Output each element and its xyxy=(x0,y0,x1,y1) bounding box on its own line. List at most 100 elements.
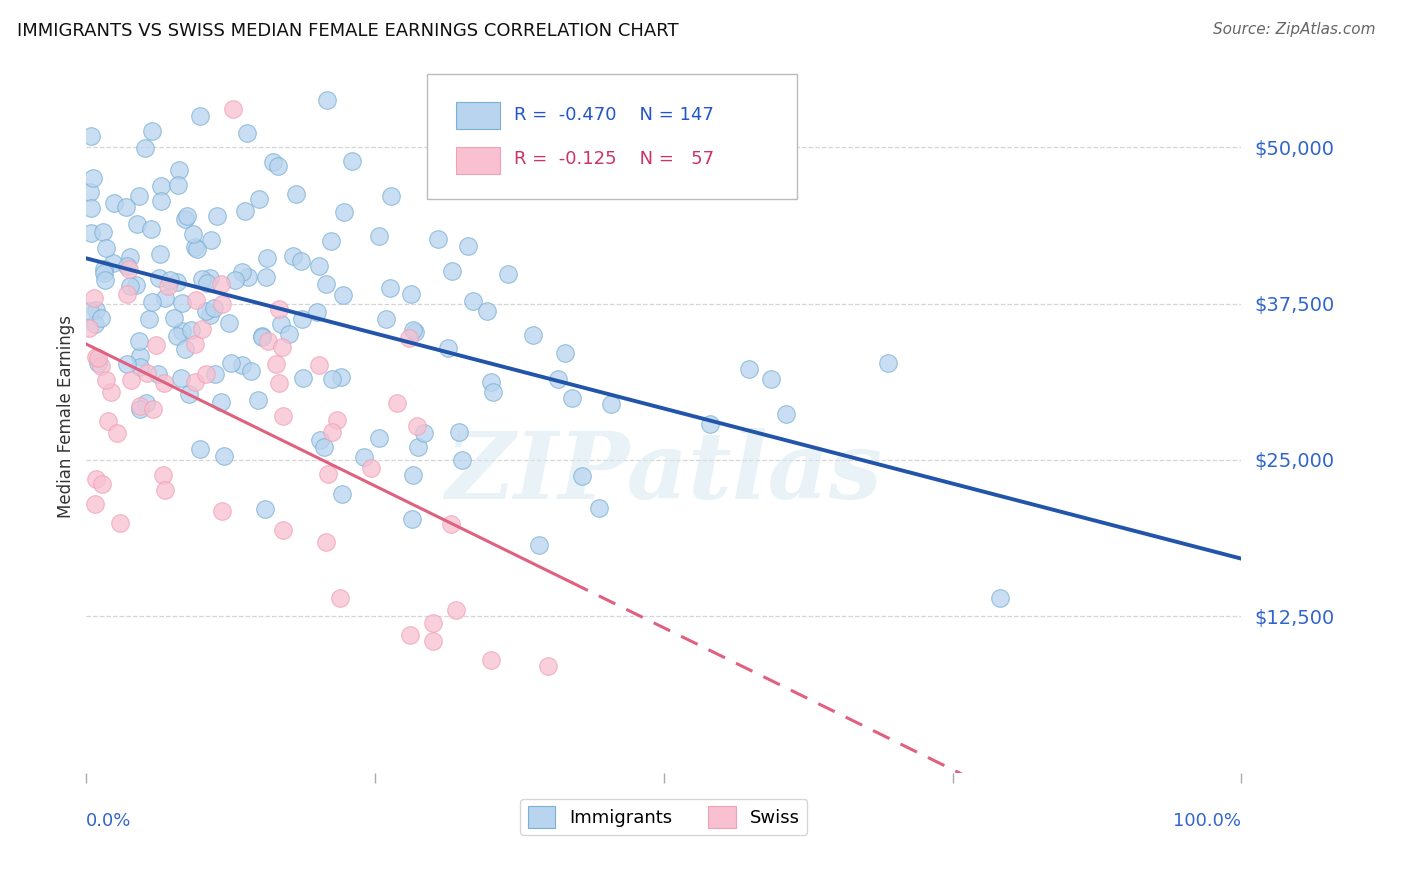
Point xyxy=(96,241,118,255)
Point xyxy=(153,483,176,497)
Point xyxy=(117,259,139,273)
Point xyxy=(180,323,202,337)
Point xyxy=(128,188,150,202)
Point xyxy=(209,394,232,409)
Point xyxy=(262,155,284,169)
Point xyxy=(353,450,375,464)
Point xyxy=(761,372,783,386)
Point xyxy=(427,232,450,246)
Point xyxy=(235,203,257,218)
Point xyxy=(148,271,170,285)
Point xyxy=(422,634,444,648)
Bar xyxy=(456,103,499,129)
Point xyxy=(441,264,464,278)
Point xyxy=(146,367,169,381)
Point xyxy=(988,591,1011,605)
Point xyxy=(136,366,159,380)
Point xyxy=(118,278,141,293)
Point xyxy=(93,261,115,276)
Point xyxy=(224,273,246,287)
Point xyxy=(77,321,100,335)
Point xyxy=(184,337,207,351)
Point xyxy=(277,326,299,341)
Point xyxy=(367,229,389,244)
Point xyxy=(84,350,107,364)
Point xyxy=(83,496,105,510)
Point xyxy=(120,373,142,387)
Point xyxy=(80,201,103,215)
Point xyxy=(291,371,314,385)
Point xyxy=(103,195,125,210)
Point xyxy=(309,434,332,448)
Point xyxy=(281,249,304,263)
Point xyxy=(305,305,328,319)
Point xyxy=(256,251,278,265)
Point xyxy=(179,387,201,401)
Point xyxy=(202,301,225,316)
Point xyxy=(571,468,593,483)
Point xyxy=(554,346,576,360)
Point xyxy=(404,325,426,339)
Point xyxy=(127,217,149,231)
Point xyxy=(129,399,152,413)
Point xyxy=(290,253,312,268)
Point xyxy=(166,275,188,289)
Text: R =  -0.470    N = 147: R = -0.470 N = 147 xyxy=(513,106,713,124)
Point xyxy=(205,210,228,224)
Point xyxy=(522,328,544,343)
Point xyxy=(218,317,240,331)
Point xyxy=(479,653,502,667)
Point xyxy=(457,238,479,252)
Point xyxy=(129,360,152,375)
Point xyxy=(267,301,290,316)
Point xyxy=(134,141,156,155)
Text: IMMIGRANTS VS SWISS MEDIAN FEMALE EARNINGS CORRELATION CHART: IMMIGRANTS VS SWISS MEDIAN FEMALE EARNIN… xyxy=(17,22,679,40)
Point xyxy=(737,362,759,376)
Point xyxy=(264,357,287,371)
Point xyxy=(166,329,188,343)
Point xyxy=(170,295,193,310)
Point xyxy=(91,225,114,239)
Point xyxy=(198,271,221,285)
Point xyxy=(231,265,253,279)
Point xyxy=(271,523,294,537)
Point xyxy=(169,370,191,384)
Point xyxy=(378,281,401,295)
Point xyxy=(170,324,193,338)
Point xyxy=(312,440,335,454)
Point xyxy=(195,276,218,290)
Point xyxy=(93,266,115,280)
Point xyxy=(775,407,797,421)
Point xyxy=(271,409,294,423)
Point xyxy=(200,308,222,322)
Point xyxy=(84,317,107,331)
Point xyxy=(319,235,342,249)
Point xyxy=(90,359,112,373)
Point xyxy=(367,431,389,445)
Point xyxy=(254,269,277,284)
Point xyxy=(212,449,235,463)
Point xyxy=(84,302,107,317)
Point xyxy=(463,294,485,309)
Point xyxy=(159,273,181,287)
Point xyxy=(399,287,422,301)
Point xyxy=(83,291,105,305)
Point xyxy=(588,501,610,516)
Point xyxy=(149,247,172,261)
Point xyxy=(236,270,259,285)
Point xyxy=(105,426,128,441)
Point xyxy=(184,293,207,307)
Point xyxy=(440,517,463,532)
Point xyxy=(79,304,101,318)
Point xyxy=(451,453,474,467)
Point xyxy=(405,419,427,434)
Point xyxy=(149,194,172,208)
Y-axis label: Median Female Earnings: Median Female Earnings xyxy=(58,315,75,517)
Point xyxy=(191,271,214,285)
Point xyxy=(204,367,226,381)
Point xyxy=(94,373,117,387)
Point xyxy=(236,126,259,140)
Point xyxy=(699,417,721,431)
Point xyxy=(110,516,132,530)
Point xyxy=(129,349,152,363)
